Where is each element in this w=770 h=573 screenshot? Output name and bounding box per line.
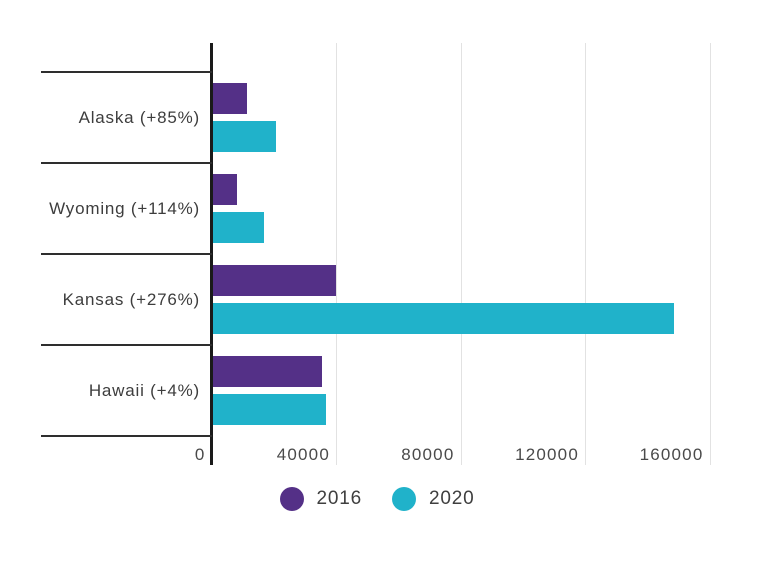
bar-2016-alaska: [213, 83, 248, 114]
tick-label-40000: 40000: [276, 445, 330, 464]
gridline-40000: [336, 43, 337, 465]
bar-2020-hawaii: [213, 394, 327, 425]
legend-label-2016: 2016: [316, 488, 362, 509]
tick-label-80000: 80000: [401, 445, 455, 464]
tick-label-160000: 160000: [639, 445, 704, 464]
bar-2016-wyoming: [213, 174, 237, 205]
category-label-hawaii: Hawaii (+4%): [88, 380, 200, 400]
bar-2016-hawaii: [213, 356, 322, 387]
bar-2016-kansas: [213, 265, 336, 296]
category-label-alaska: Alaska (+85%): [78, 107, 200, 127]
row-divider: [41, 435, 212, 437]
bar-2020-kansas: [213, 303, 674, 334]
legend: 2016 2020: [0, 487, 762, 511]
tick-label-120000: 120000: [515, 445, 579, 464]
bar-2020-wyoming: [213, 212, 265, 243]
plot-area: Alaska (+85%) Wyoming (+114%) Kansas (+276…: [41, 43, 711, 465]
row-divider: [41, 162, 212, 164]
legend-item-2016: 2016: [279, 487, 362, 511]
bar-2020-alaska: [213, 121, 277, 152]
tick-label-0: 0: [194, 445, 206, 464]
row-divider: [41, 71, 212, 73]
row-divider: [41, 344, 212, 346]
legend-dot-2016: [279, 487, 304, 511]
legend-dot-2020: [392, 487, 416, 511]
gridline-160000: [709, 43, 711, 465]
gridline-120000: [585, 43, 586, 465]
gridline-80000: [460, 43, 462, 465]
category-label-wyoming: Wyoming (+114%): [49, 198, 200, 218]
row-divider: [41, 253, 212, 255]
legend-item-2020: 2020: [392, 487, 474, 511]
legend-label-2020: 2020: [429, 488, 475, 509]
category-label-kansas: Kansas (+276%): [62, 289, 200, 309]
